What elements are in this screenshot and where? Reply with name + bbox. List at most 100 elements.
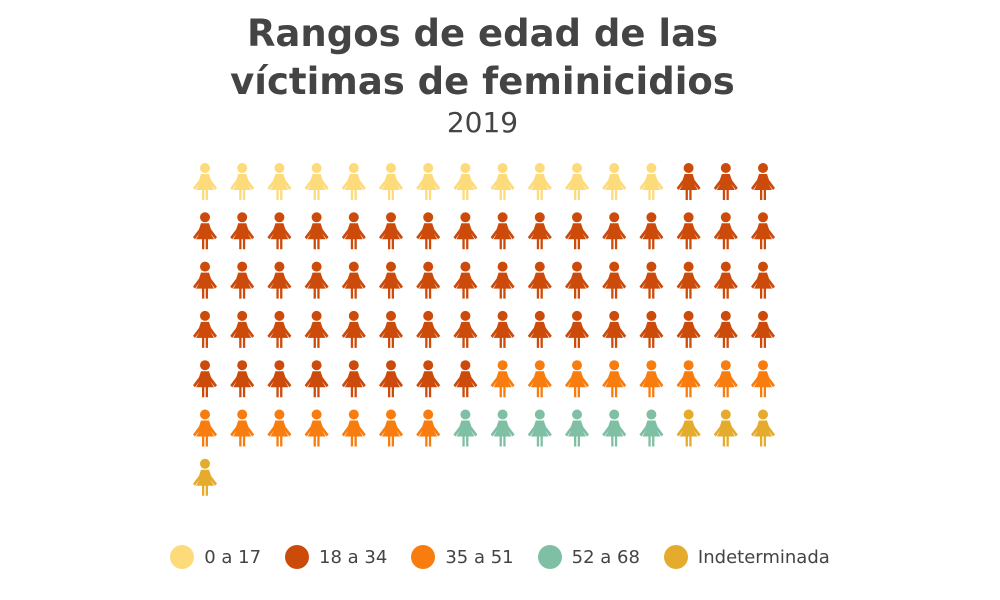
woman-icon bbox=[527, 310, 552, 348]
woman-icon bbox=[565, 409, 589, 447]
woman-icon bbox=[193, 212, 217, 250]
woman-icon bbox=[379, 163, 403, 200]
woman-icon bbox=[267, 261, 292, 299]
woman-icon bbox=[490, 261, 515, 299]
legend-item: 52 a 68 bbox=[537, 545, 640, 569]
woman-icon bbox=[341, 409, 366, 447]
legend-label: 0 a 17 bbox=[204, 546, 262, 568]
woman-icon bbox=[565, 163, 589, 200]
woman-icon bbox=[416, 163, 441, 200]
woman-icon bbox=[379, 212, 403, 250]
woman-icon bbox=[341, 261, 366, 299]
chart-title-line-1: Rangos de edad de las bbox=[246, 12, 719, 55]
woman-icon bbox=[267, 163, 292, 200]
woman-icon bbox=[267, 212, 292, 250]
woman-icon bbox=[341, 360, 366, 398]
woman-icon bbox=[304, 360, 329, 398]
woman-icon bbox=[379, 360, 403, 398]
pictogram-chart bbox=[193, 163, 775, 496]
woman-icon bbox=[751, 360, 775, 398]
woman-icon bbox=[230, 360, 255, 398]
woman-icon bbox=[602, 310, 627, 348]
woman-icon bbox=[676, 261, 701, 299]
woman-icon bbox=[676, 310, 701, 348]
woman-icon bbox=[527, 212, 552, 250]
legend-swatch bbox=[170, 545, 195, 569]
woman-icon bbox=[379, 261, 403, 299]
woman-icon bbox=[527, 163, 552, 200]
woman-icon bbox=[453, 310, 478, 348]
woman-icon bbox=[193, 458, 217, 496]
woman-icon bbox=[453, 261, 478, 299]
legend-label: 35 a 51 bbox=[445, 546, 514, 568]
woman-icon bbox=[490, 212, 515, 250]
woman-icon bbox=[565, 310, 589, 348]
woman-icon bbox=[565, 360, 589, 398]
woman-icon bbox=[713, 360, 738, 398]
woman-icon bbox=[193, 163, 217, 200]
legend-swatch bbox=[537, 545, 562, 569]
woman-icon bbox=[193, 360, 217, 398]
woman-icon bbox=[379, 409, 403, 447]
woman-icon bbox=[713, 310, 738, 348]
woman-icon bbox=[639, 163, 664, 200]
woman-icon bbox=[304, 409, 329, 447]
woman-icon bbox=[713, 163, 738, 200]
woman-icon bbox=[527, 261, 552, 299]
woman-icon bbox=[751, 261, 775, 299]
woman-icon bbox=[676, 212, 701, 250]
woman-icon bbox=[676, 409, 701, 447]
woman-icon bbox=[230, 409, 255, 447]
legend: 0 a 17 18 a 34 35 a 51 52 a 68 Indeterminada bbox=[0, 540, 1000, 574]
woman-icon bbox=[416, 261, 441, 299]
woman-icon bbox=[230, 261, 255, 299]
woman-icon bbox=[676, 163, 701, 200]
woman-icon bbox=[453, 360, 478, 398]
woman-icon bbox=[304, 163, 329, 200]
woman-icon bbox=[602, 261, 627, 299]
woman-icon bbox=[602, 163, 627, 200]
woman-icon bbox=[565, 212, 589, 250]
woman-icon bbox=[676, 360, 701, 398]
woman-icon bbox=[267, 310, 292, 348]
woman-icon bbox=[751, 163, 775, 200]
woman-icon bbox=[713, 212, 738, 250]
legend-swatch bbox=[411, 545, 436, 569]
woman-icon bbox=[713, 261, 738, 299]
woman-icon bbox=[341, 163, 366, 200]
woman-icon bbox=[341, 212, 366, 250]
woman-icon bbox=[602, 409, 627, 447]
woman-icon bbox=[193, 310, 217, 348]
woman-icon bbox=[602, 360, 627, 398]
woman-icon bbox=[193, 409, 217, 447]
chart-subtitle: 2019 bbox=[446, 106, 519, 139]
woman-icon bbox=[490, 360, 515, 398]
woman-icon bbox=[453, 212, 478, 250]
woman-icon bbox=[230, 212, 255, 250]
chart-title-line-2: víctimas de feminicidios bbox=[230, 60, 735, 103]
woman-icon bbox=[527, 360, 552, 398]
legend-swatch bbox=[285, 545, 310, 569]
woman-icon bbox=[639, 212, 664, 250]
woman-icon bbox=[639, 360, 664, 398]
legend-label: 52 a 68 bbox=[571, 546, 640, 568]
woman-icon bbox=[639, 409, 664, 447]
woman-icon bbox=[490, 310, 515, 348]
woman-icon bbox=[230, 310, 255, 348]
woman-icon bbox=[193, 261, 217, 299]
legend-label: Indeterminada bbox=[697, 546, 830, 568]
woman-icon bbox=[267, 360, 292, 398]
woman-icon bbox=[416, 360, 441, 398]
woman-icon bbox=[341, 310, 366, 348]
woman-icon bbox=[751, 310, 775, 348]
woman-icon bbox=[490, 409, 515, 447]
woman-icon bbox=[304, 261, 329, 299]
woman-icon bbox=[453, 163, 478, 200]
woman-icon bbox=[416, 212, 441, 250]
woman-icon bbox=[453, 409, 478, 447]
woman-icon bbox=[304, 212, 329, 250]
woman-icon bbox=[527, 409, 552, 447]
legend-item: 18 a 34 bbox=[285, 545, 387, 569]
woman-icon bbox=[416, 409, 441, 447]
woman-icon bbox=[602, 212, 627, 250]
